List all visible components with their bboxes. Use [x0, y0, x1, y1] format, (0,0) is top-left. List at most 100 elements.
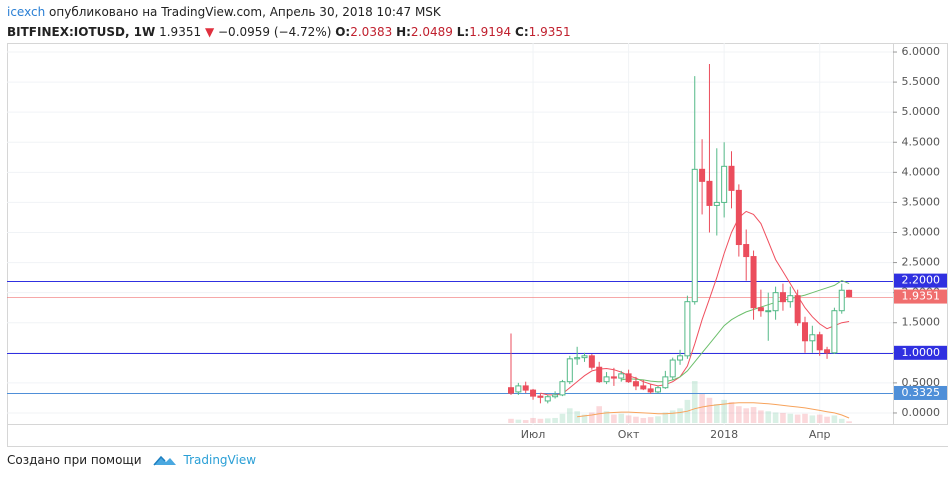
down-arrow: ▼	[204, 25, 215, 39]
price: 1.9351	[159, 25, 202, 39]
y-tick-label: 4.0000	[902, 165, 941, 178]
candle-body	[632, 381, 639, 387]
volume-bar	[772, 412, 779, 423]
y-tick-label: 6.0000	[902, 45, 941, 58]
change: −0.0959 (−4.72%)	[218, 25, 332, 39]
volume-bar	[802, 413, 808, 423]
footer: Создано при помощи TradingView	[7, 450, 256, 470]
volume-bar	[567, 408, 573, 423]
volume-bar	[618, 413, 625, 423]
candle-body	[640, 385, 647, 390]
volume-bar	[669, 410, 676, 423]
plot-frame	[7, 43, 948, 425]
user[interactable]: icexch	[7, 5, 46, 19]
volume-bar	[640, 417, 647, 423]
y-tick-label: 4.5000	[902, 135, 941, 148]
volume-bar	[714, 404, 720, 423]
candle-body	[588, 355, 595, 368]
candle-body	[713, 201, 720, 206]
published: опубликовано на TradingView.com, Апрель …	[49, 5, 441, 19]
volume-bar	[655, 416, 661, 423]
volume-bar	[552, 417, 558, 423]
price-label: 1.9351	[902, 290, 941, 303]
y-tick-label: 2.5000	[902, 256, 941, 269]
candle-body	[508, 387, 514, 394]
candle-body	[787, 295, 794, 303]
candle-body	[743, 244, 750, 258]
volume-bar	[691, 381, 698, 423]
moving-average	[621, 280, 850, 383]
candle-body	[581, 355, 588, 359]
y-tick-label: 3.5000	[902, 195, 941, 208]
volume-bar	[728, 402, 735, 423]
volume-bar	[544, 418, 551, 423]
candle-body	[552, 394, 559, 398]
candle-body	[515, 385, 522, 393]
volume-bar	[589, 412, 595, 423]
candle-body	[794, 295, 801, 324]
candle-body	[699, 168, 706, 182]
volume-bar	[743, 408, 749, 423]
candle-body	[846, 289, 853, 298]
volume-bar	[530, 417, 536, 423]
candle-body	[596, 366, 603, 383]
volume-bar	[537, 418, 544, 423]
candle-body	[831, 310, 838, 354]
price-label: 2.2000	[902, 274, 941, 287]
volume-bar	[721, 399, 727, 423]
header-line-1: icexch опубликовано на TradingView.com, …	[7, 2, 571, 22]
symbol: BITFINEX:IOTUSD, 1W	[7, 25, 156, 39]
candle-body	[691, 168, 698, 303]
x-tick-label: Окт	[618, 428, 640, 441]
made-with: Создано при помощи	[7, 453, 142, 467]
volume-bar	[603, 411, 610, 423]
candle-body	[757, 307, 764, 312]
candle-body	[765, 310, 772, 313]
volume-bar	[625, 415, 632, 423]
candle-body	[735, 189, 742, 246]
candle-body	[574, 357, 581, 360]
volume-bar	[809, 415, 816, 423]
x-tick-label: Апр	[809, 428, 831, 441]
volume-bar	[787, 413, 794, 423]
y-tick-label: 1.5000	[902, 316, 941, 329]
volume-ma	[577, 402, 850, 419]
candle-body	[647, 388, 654, 393]
price-label-box	[894, 345, 947, 360]
volume-bar	[736, 406, 742, 423]
volume-bar	[515, 419, 522, 423]
candle-body	[559, 381, 566, 396]
ohlc-key: O:	[335, 25, 351, 39]
header-line-2: BITFINEX:IOTUSD, 1W 1.9351 ▼ −0.0959 (−4…	[7, 22, 571, 42]
candle-body	[772, 292, 779, 312]
y-tick-label: 5.0000	[902, 105, 941, 118]
volume-bar	[633, 416, 639, 423]
price-label: 0.3325	[902, 386, 941, 399]
candle-body	[728, 165, 735, 191]
candle-body	[706, 180, 713, 206]
price-label-box	[894, 385, 947, 400]
brand[interactable]: TradingView	[183, 453, 257, 467]
volume-bar	[508, 418, 514, 423]
volume-bar	[662, 412, 669, 423]
y-tick-label: 3.0000	[902, 225, 941, 238]
volume-bar	[581, 414, 588, 423]
volume-bar	[765, 411, 772, 423]
header: icexch опубликовано на TradingView.com, …	[7, 2, 571, 42]
ohlc-value: 1.9351	[528, 25, 571, 39]
volume-bar	[596, 406, 602, 423]
grid	[7, 43, 893, 425]
ohlc-value: 2.0489	[410, 25, 453, 39]
candle-body	[530, 389, 537, 397]
price-label-box	[894, 289, 947, 304]
brand-logo[interactable]	[152, 452, 178, 468]
volume-bar	[846, 421, 852, 423]
volume-bar	[780, 412, 786, 423]
candle-body	[838, 289, 845, 312]
candle-body	[603, 376, 610, 383]
candle-body	[618, 373, 625, 379]
y-tick-label: 0.0000	[902, 406, 941, 419]
y-tick-label: 0.5000	[902, 376, 941, 389]
volume-bar	[611, 414, 617, 423]
